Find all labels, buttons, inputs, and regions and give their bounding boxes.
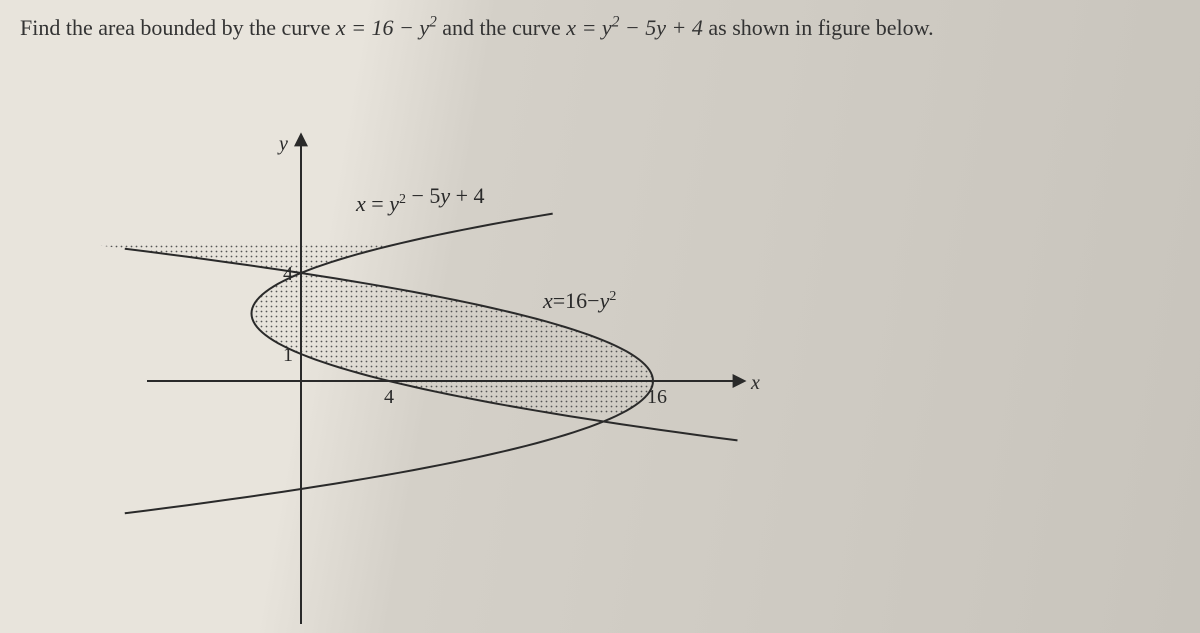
curve-1-label: x=16−y2 [542, 288, 616, 313]
eq1-lhs: x [336, 15, 346, 40]
curve-2-label: x = y2 − 5y + 4 [355, 183, 485, 216]
eq2-d: + 4 [666, 15, 703, 40]
problem-statement: Find the area bounded by the curve x = 1… [20, 10, 1180, 45]
eq1-a: 16 [371, 15, 393, 40]
tick-y-4: 4 [283, 263, 293, 285]
eq1-eq: = [346, 15, 372, 40]
tick-x-4: 4 [384, 386, 394, 408]
text-suffix: as shown in figure below. [708, 15, 933, 40]
eq2-b: − 5 [619, 15, 656, 40]
x-axis-label: x [750, 372, 760, 394]
y-axis-label: y [277, 133, 288, 155]
eq2-c: y [656, 15, 666, 40]
eq1-exp: 2 [429, 14, 437, 31]
text-prefix: Find the area bounded by the curve [20, 15, 336, 40]
eq1-c: y [419, 15, 429, 40]
eq2-lhs: x [566, 15, 576, 40]
tick-x-16: 16 [647, 386, 667, 408]
eq1-b: − [393, 15, 419, 40]
eq2-eq: = [576, 15, 602, 40]
figure: y x x = y2 − 5y + 4 x=16−y2 4 1 4 16 [155, 130, 815, 633]
tick-y-1: 1 [283, 344, 293, 366]
text-mid: and the curve [442, 15, 566, 40]
eq2-a: y [602, 15, 612, 40]
